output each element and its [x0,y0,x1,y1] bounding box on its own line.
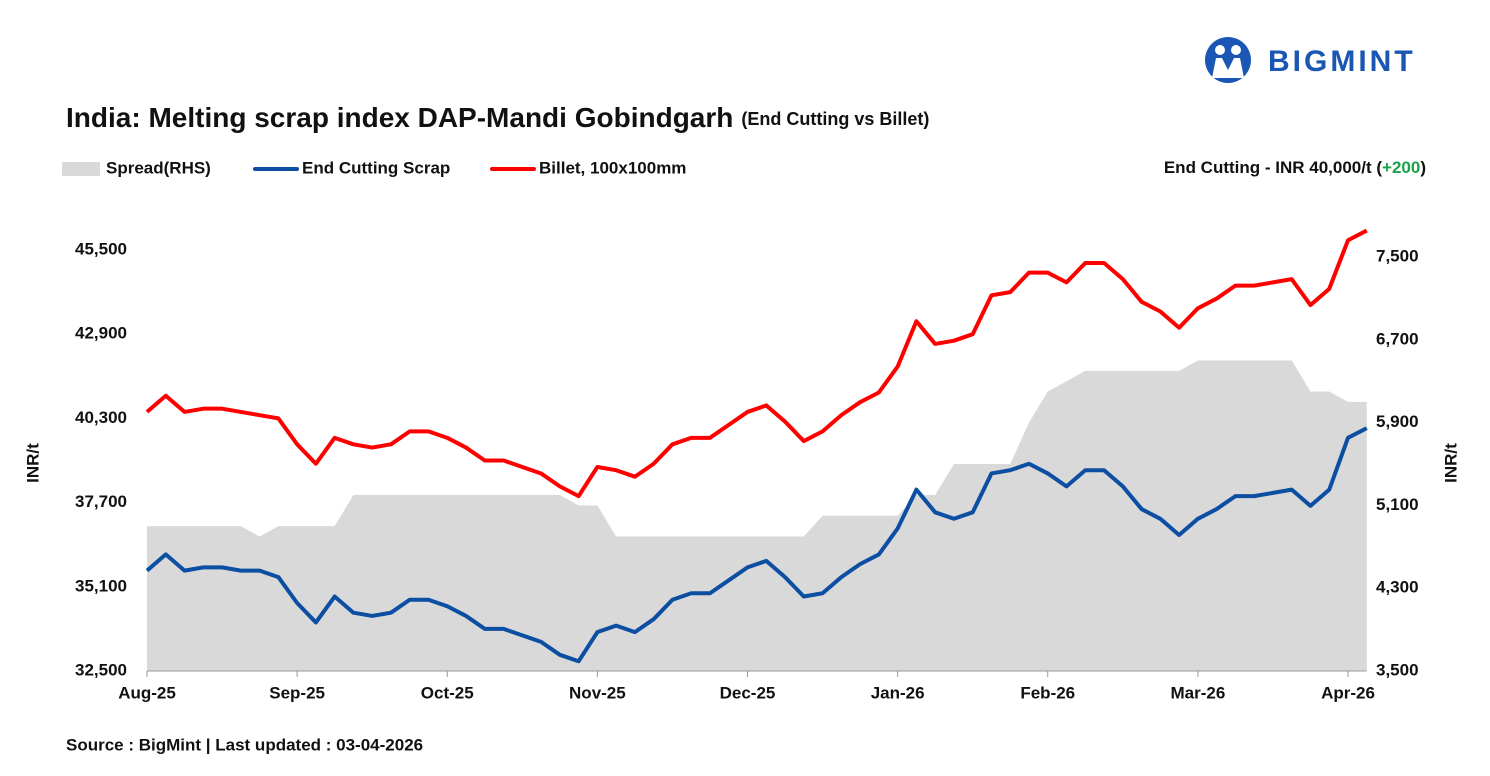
legend-label: Billet, 100x100mm [539,158,686,177]
y-tick-label: 32,500 [75,660,127,679]
x-tick-label: Oct-25 [421,683,474,702]
y-tick-label: 40,300 [75,408,127,427]
x-tick-label: Sep-25 [269,683,325,702]
y2-tick-label: 5,900 [1376,412,1419,431]
source: Source : BigMint | Last updated : 03-04-… [66,735,423,754]
x-tick-label: Apr-26 [1321,683,1375,702]
y-tick-label: 35,100 [75,576,127,595]
subtitle: (End Cutting vs Billet) [741,109,929,129]
legend-item: End Cutting Scrap [253,158,450,177]
y2-axis-label: INR/t [1441,443,1460,483]
x-tick-label: Dec-25 [720,683,776,702]
legend-label: End Cutting Scrap [302,158,450,177]
y2-tick-label: 5,100 [1376,495,1419,514]
legend-item: Spread(RHS) [62,158,211,177]
logo [1205,37,1251,83]
chart-title: India: Melting scrap index DAP-Mandi Gob… [66,102,929,133]
brand: BIGMINT [1268,45,1416,78]
series-line [145,228,1368,499]
series-line [145,426,1368,664]
spread-area [147,360,1367,671]
legend-label: Spread(RHS) [106,158,211,177]
x-tick-label: Jan-26 [871,683,925,702]
y-tick-label: 42,900 [75,324,127,343]
annotation-prefix: End Cutting - INR 40,000/t ( [1164,158,1383,177]
x-tick-label: Feb-26 [1020,683,1075,702]
legend-item: Billet, 100x100mm [490,158,686,177]
y2-tick-label: 4,300 [1376,578,1419,597]
annotation-change: +200 [1382,158,1420,177]
title: India: Melting scrap index DAP-Mandi Gob… [66,102,733,133]
x-tick-label: Aug-25 [118,683,176,702]
y-tick-label: 45,500 [75,239,127,258]
annotation: End Cutting - INR 40,000/t (+200) [1164,158,1426,177]
y2-tick-label: 3,500 [1376,660,1419,679]
legend-swatch [62,162,100,176]
y2-tick-label: 7,500 [1376,246,1419,265]
y-axis-label: INR/t [23,443,42,483]
x-tick-label: Nov-25 [569,683,626,702]
annotation-suffix: ) [1420,158,1426,177]
y-tick-label: 37,700 [75,492,127,511]
x-tick-label: Mar-26 [1170,683,1225,702]
y2-tick-label: 6,700 [1376,329,1419,348]
